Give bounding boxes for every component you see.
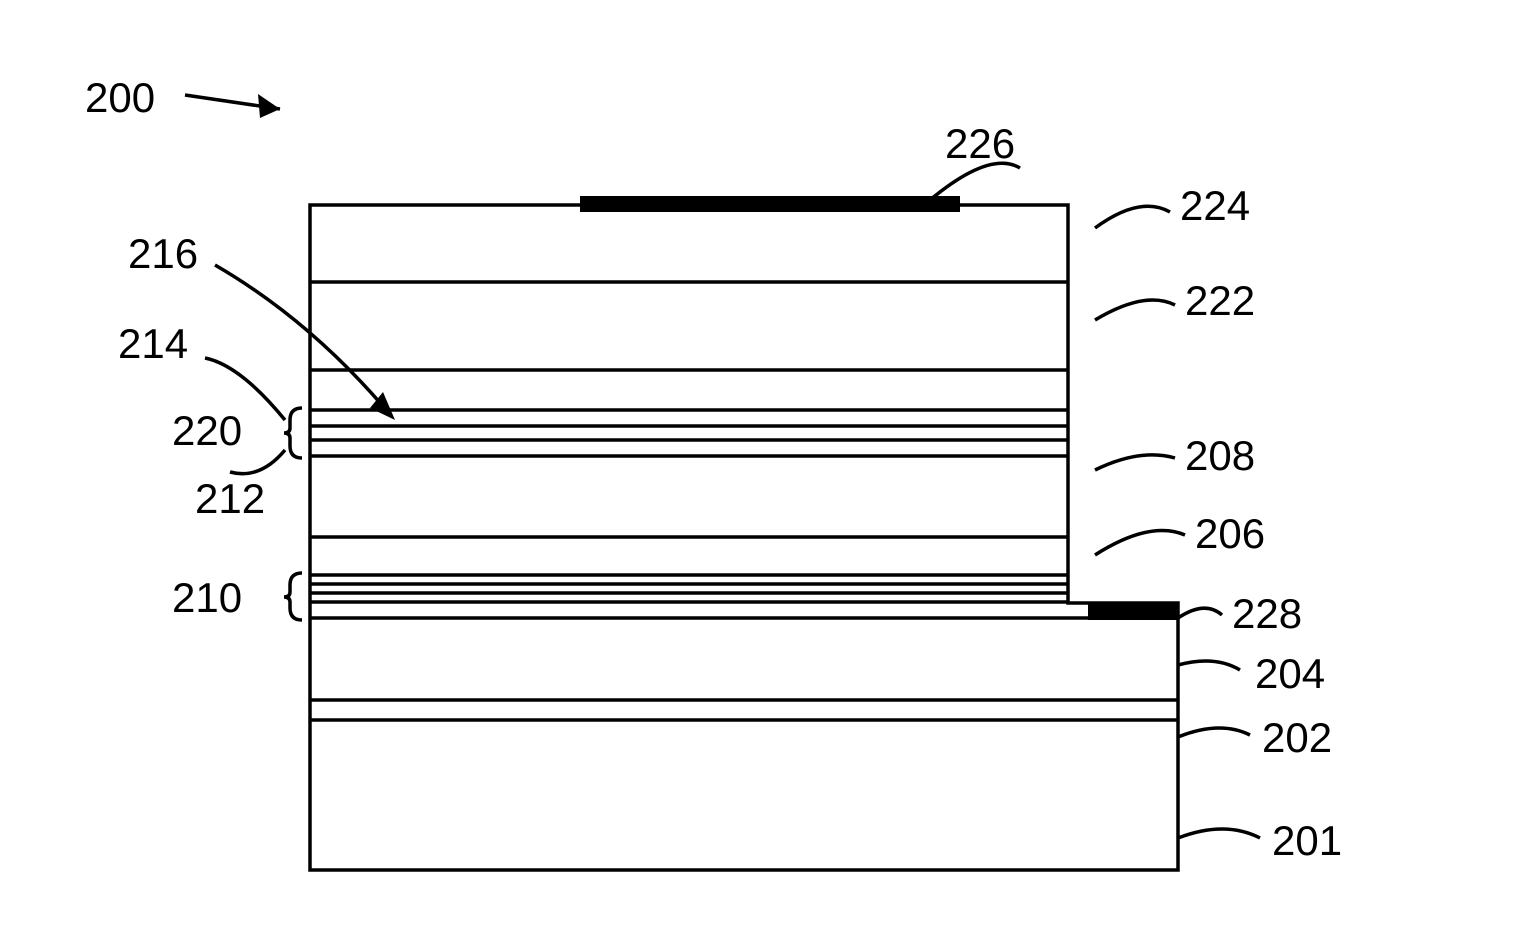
figure-ref-arrow xyxy=(185,94,280,118)
leader-224 xyxy=(1095,206,1170,228)
label-204: 204 xyxy=(1255,650,1325,697)
leader-222 xyxy=(1095,300,1175,320)
leader-228 xyxy=(1178,608,1222,618)
label-212: 212 xyxy=(195,475,265,522)
label-200: 200 xyxy=(85,74,155,121)
electrode-228 xyxy=(1088,603,1178,620)
label-214: 214 xyxy=(118,320,188,367)
leader-216 xyxy=(215,265,395,420)
label-220: 220 xyxy=(172,407,242,454)
leader-226 xyxy=(930,163,1020,200)
figure-200: 200 xyxy=(0,0,1522,935)
label-202: 202 xyxy=(1262,714,1332,761)
label-222: 222 xyxy=(1185,277,1255,324)
leader-202 xyxy=(1178,728,1250,737)
label-201: 201 xyxy=(1272,817,1342,864)
layer-stack xyxy=(310,205,1178,870)
label-224: 224 xyxy=(1180,182,1250,229)
label-210: 210 xyxy=(172,574,242,621)
label-208: 208 xyxy=(1185,432,1255,479)
brace-210 xyxy=(284,573,302,620)
label-226: 226 xyxy=(945,120,1015,167)
label-206: 206 xyxy=(1195,510,1265,557)
label-216: 216 xyxy=(128,230,198,277)
label-228: 228 xyxy=(1232,590,1302,637)
leader-206 xyxy=(1095,531,1185,556)
leader-204 xyxy=(1178,661,1240,670)
leader-208 xyxy=(1095,455,1175,470)
electrode-226 xyxy=(580,196,960,212)
brace-220 xyxy=(284,408,302,458)
leader-201 xyxy=(1178,829,1260,838)
